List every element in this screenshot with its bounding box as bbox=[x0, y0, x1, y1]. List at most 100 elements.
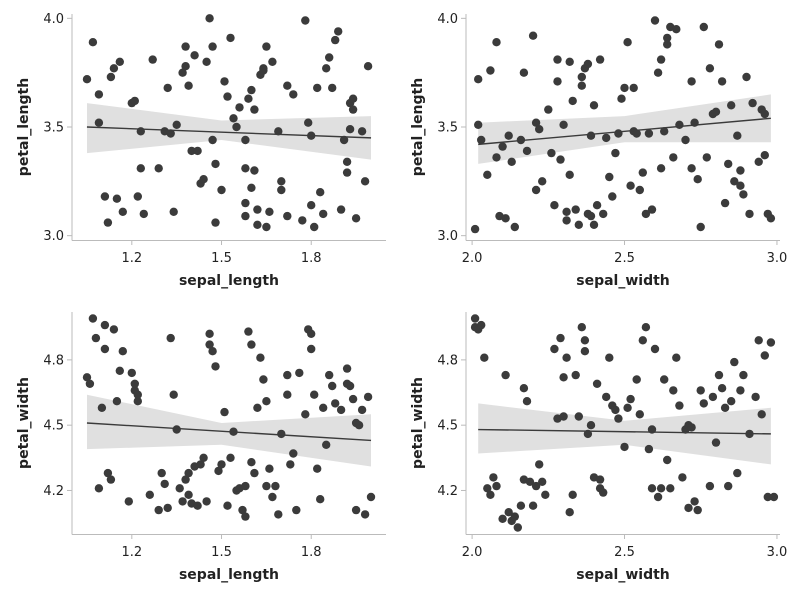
data-point bbox=[277, 177, 286, 186]
data-point bbox=[663, 33, 672, 43]
data-point bbox=[602, 133, 611, 143]
x-tick-label: 2.5 bbox=[614, 545, 635, 560]
data-point bbox=[562, 207, 571, 216]
y-axis-label: petal_width bbox=[16, 377, 32, 469]
data-point bbox=[253, 220, 262, 229]
data-point bbox=[614, 414, 623, 423]
data-point bbox=[247, 183, 256, 192]
data-point bbox=[733, 468, 742, 478]
data-point bbox=[310, 390, 319, 399]
data-point bbox=[745, 209, 754, 219]
data-point bbox=[699, 22, 708, 32]
data-point bbox=[656, 484, 666, 493]
data-point bbox=[133, 192, 142, 201]
data-point bbox=[366, 492, 376, 502]
data-point bbox=[510, 512, 519, 521]
data-point bbox=[97, 403, 107, 412]
data-point bbox=[360, 510, 370, 519]
data-point bbox=[348, 105, 358, 114]
data-point bbox=[681, 135, 690, 145]
data-point bbox=[112, 397, 122, 406]
data-point bbox=[516, 501, 526, 510]
data-point bbox=[483, 484, 492, 493]
data-point bbox=[169, 390, 178, 399]
data-point bbox=[175, 484, 184, 493]
data-point bbox=[672, 353, 681, 362]
data-point bbox=[193, 501, 202, 510]
data-point bbox=[118, 207, 128, 216]
data-point bbox=[650, 344, 660, 354]
data-point bbox=[238, 505, 247, 515]
data-point bbox=[696, 222, 705, 232]
y-tick-label: 3.0 bbox=[437, 229, 458, 244]
data-point bbox=[470, 314, 480, 323]
data-point bbox=[363, 61, 373, 71]
data-point bbox=[711, 107, 721, 117]
x-tick-label: 1.2 bbox=[121, 251, 142, 266]
data-point bbox=[577, 81, 586, 90]
data-point bbox=[519, 384, 529, 393]
data-point bbox=[632, 375, 641, 384]
data-point bbox=[322, 440, 331, 449]
confidence-band bbox=[87, 394, 371, 467]
data-point bbox=[334, 27, 343, 36]
data-point bbox=[690, 497, 699, 506]
data-point bbox=[205, 340, 214, 349]
data-point bbox=[531, 118, 541, 127]
data-point bbox=[620, 442, 629, 452]
data-point bbox=[474, 120, 483, 129]
data-point bbox=[202, 57, 211, 66]
y-tick-label: 4.8 bbox=[43, 353, 64, 368]
data-point bbox=[522, 397, 532, 406]
data-point bbox=[733, 131, 742, 140]
data-point bbox=[363, 392, 373, 402]
data-point bbox=[574, 220, 583, 229]
data-point bbox=[217, 185, 226, 195]
data-point bbox=[313, 464, 322, 473]
data-point bbox=[626, 394, 635, 404]
data-point bbox=[124, 497, 133, 506]
data-point bbox=[88, 38, 98, 47]
data-point bbox=[486, 490, 495, 499]
data-point bbox=[663, 40, 672, 49]
data-point bbox=[148, 55, 157, 64]
data-point bbox=[535, 125, 544, 134]
data-point bbox=[133, 397, 142, 406]
data-point bbox=[322, 64, 331, 73]
data-point bbox=[307, 344, 316, 354]
data-point bbox=[325, 53, 334, 62]
data-point bbox=[130, 379, 139, 388]
x-tick-label: 3.0 bbox=[767, 251, 788, 266]
data-point bbox=[319, 209, 328, 219]
data-point bbox=[724, 481, 733, 491]
data-point bbox=[115, 57, 125, 66]
data-point bbox=[262, 42, 271, 51]
data-point bbox=[504, 131, 513, 140]
data-point bbox=[313, 83, 322, 93]
data-point bbox=[562, 216, 571, 225]
data-point bbox=[644, 129, 654, 138]
data-point bbox=[106, 475, 116, 484]
data-point bbox=[766, 338, 776, 347]
data-point bbox=[316, 495, 325, 504]
data-point bbox=[623, 403, 632, 412]
data-point bbox=[289, 449, 298, 458]
data-point bbox=[519, 68, 529, 77]
data-point bbox=[599, 209, 608, 219]
data-point bbox=[247, 85, 256, 95]
data-point bbox=[163, 83, 172, 93]
data-point bbox=[513, 523, 522, 532]
confidence-band bbox=[478, 403, 771, 465]
data-point bbox=[730, 177, 739, 186]
data-point bbox=[553, 55, 562, 64]
data-point bbox=[310, 222, 319, 232]
data-point bbox=[538, 177, 547, 186]
data-point bbox=[480, 353, 489, 362]
data-point bbox=[669, 153, 678, 162]
data-point bbox=[653, 68, 663, 77]
x-axis-label: sepal_width bbox=[576, 567, 670, 583]
data-point bbox=[184, 81, 193, 90]
data-point bbox=[283, 370, 292, 380]
y-tick-label: 3.0 bbox=[43, 229, 64, 244]
data-point bbox=[145, 490, 154, 499]
